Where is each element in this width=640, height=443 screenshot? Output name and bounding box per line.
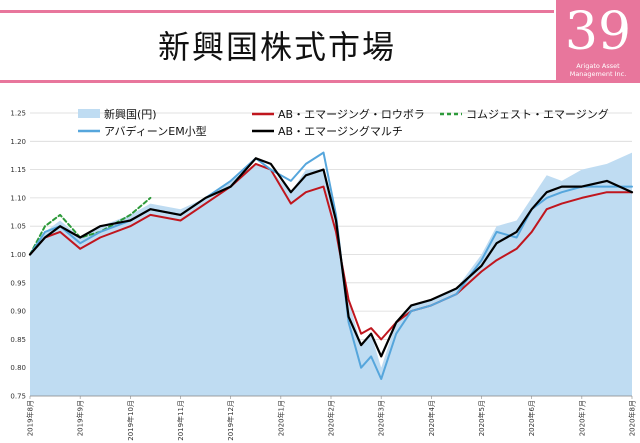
series-lines	[28, 151, 634, 380]
x-tick-label: 2019年12月	[226, 400, 235, 441]
x-tick-label: 2020年5月	[477, 400, 486, 436]
company-logo: 39 Arigato Asset Management Inc.	[556, 0, 640, 80]
x-tick-label: 2020年4月	[427, 400, 436, 436]
y-tick-label: 1.15	[10, 166, 26, 174]
series-line-ab_multi	[28, 157, 634, 358]
legend-label-area: 新興国(円)	[104, 107, 157, 121]
y-tick-label: 0.95	[10, 279, 26, 287]
x-tick-label: 2020年8月	[628, 400, 637, 436]
x-tick-label: 2020年7月	[577, 400, 586, 436]
x-tick-label: 2020年2月	[327, 400, 336, 436]
x-tick-label: 2020年1月	[276, 400, 285, 436]
y-tick-label: 1.10	[10, 194, 26, 202]
series-line-ab_rowbora	[29, 162, 633, 341]
y-tick-label: 1.00	[10, 251, 26, 259]
y-tick-label: 0.75	[10, 393, 26, 401]
x-tick-label: 2019年11月	[176, 400, 185, 441]
x-tick-label: 2019年10月	[126, 400, 135, 441]
logo-text-line1: Arigato Asset	[576, 62, 620, 70]
y-tick-label: 0.80	[10, 364, 26, 372]
header-top-rule	[0, 10, 554, 13]
x-tick-label: 2020年3月	[377, 400, 386, 436]
logo-number: 39	[564, 2, 632, 62]
x-tick-label: 2020年6月	[527, 400, 536, 436]
legend: 新興国(円) AB・エマージング・ロウボラ コムジェスト・エマージングアバディーンE…	[78, 107, 609, 138]
y-tick-label: 0.85	[10, 336, 26, 344]
header-bottom-rule	[0, 80, 640, 83]
x-tick-label: 2019年9月	[76, 400, 85, 436]
area-layer	[30, 152, 632, 396]
legend-label-ab_rowbora: AB・エマージング・ロウボラ	[278, 107, 425, 121]
y-tick-label: 1.20	[10, 138, 26, 146]
y-tick-label: 1.25	[10, 110, 26, 118]
y-tick-label: 0.90	[10, 308, 26, 316]
legend-swatch-area	[78, 109, 100, 118]
page-title: 新興国株式市場	[157, 28, 396, 66]
legend-label-ab_multi: AB・エマージングマルチ	[278, 124, 403, 138]
logo-text-line2: Management Inc.	[569, 70, 627, 78]
legend-label-aberdeen: アバディーンEM小型	[104, 124, 207, 138]
series-area-area	[30, 152, 632, 396]
legend-label-comgest: コムジェスト・エマージング	[466, 107, 609, 121]
axes: 0.75 0.80 0.85 0.90 0.95 1.00 1.05 1.10 1.15 1.20…	[10, 110, 636, 441]
y-tick-label: 1.05	[10, 223, 26, 231]
x-tick-label: 2019年8月	[26, 400, 35, 436]
